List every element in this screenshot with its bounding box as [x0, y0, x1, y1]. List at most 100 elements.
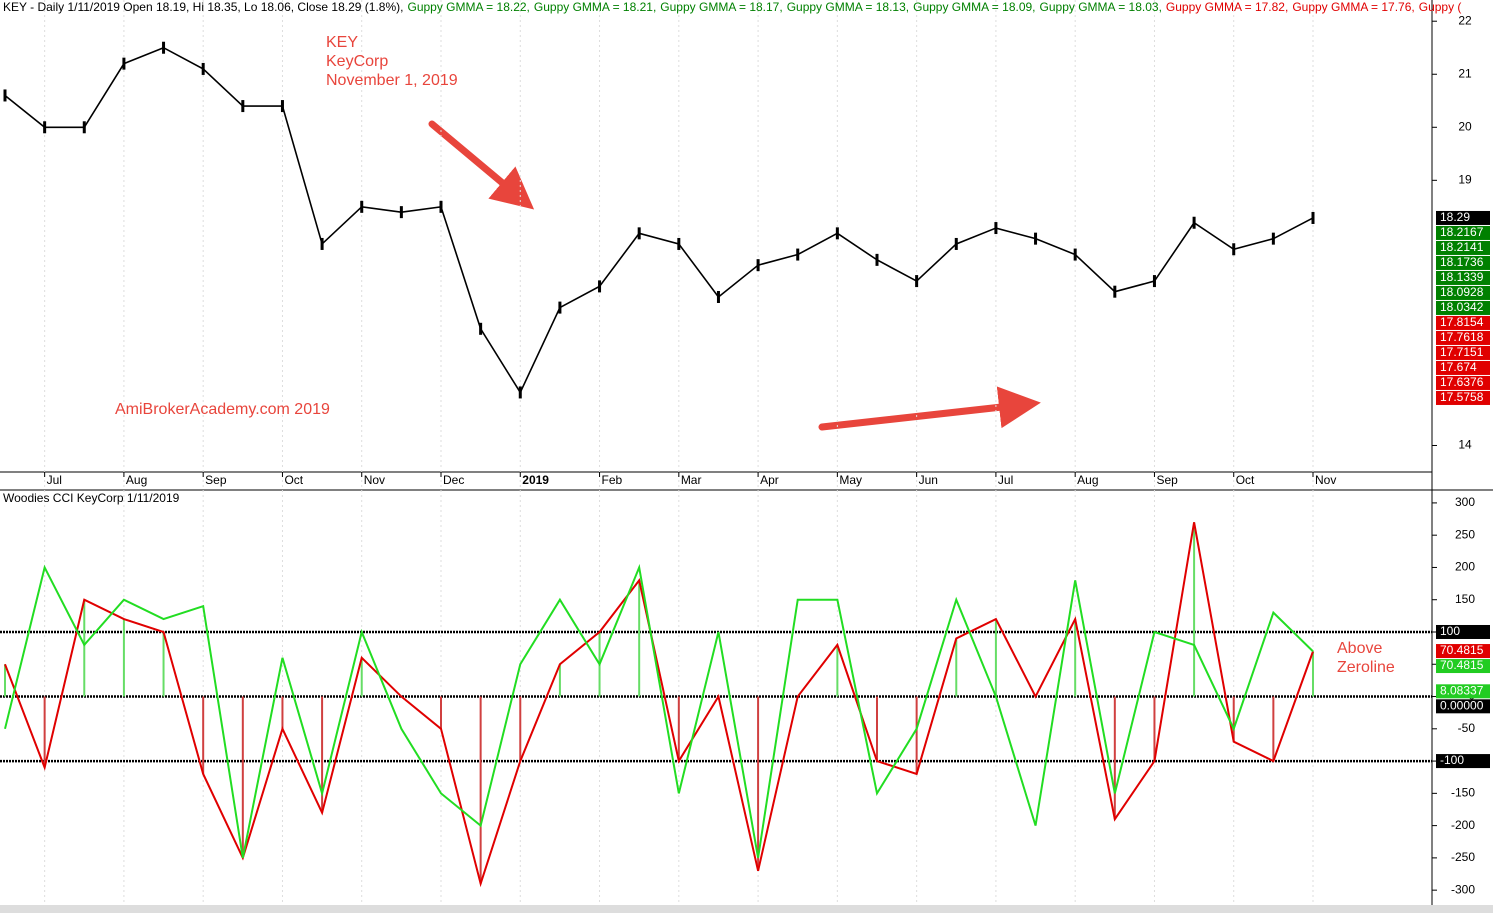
price-tag-label: 17.5758: [1440, 390, 1484, 404]
y-tick-label: 150: [1455, 592, 1475, 606]
x-tick-label: Jun: [919, 473, 938, 487]
header-item: Guppy GMMA = 18.13,: [787, 0, 909, 14]
value-tag: [1436, 624, 1490, 639]
header-title: KEY - Daily 1/11/2019 Open 18.19, Hi 18.…: [3, 0, 403, 14]
cci-histogram: [202, 696, 205, 774]
value-tag: [1436, 684, 1490, 699]
price-bar: [1311, 211, 1315, 224]
price-tag-label: 18.1339: [1440, 270, 1484, 284]
value-tag-label: -100: [1440, 753, 1464, 767]
value-tag: [1436, 754, 1490, 769]
value-tag: [1436, 659, 1490, 674]
cci-histogram: [321, 696, 324, 813]
x-tick-label: Feb: [602, 473, 623, 487]
price-tag: [1436, 300, 1490, 315]
price-bar: [598, 280, 602, 293]
value-tag-label: 100: [1440, 624, 1460, 638]
x-tick-label: Dec: [443, 473, 464, 487]
header-item: Guppy GMMA = 17.76,: [1292, 0, 1414, 14]
price-tag-label: 18.29: [1440, 210, 1470, 224]
cci-histogram: [440, 696, 442, 729]
price-bar: [716, 290, 720, 303]
price-tag-label: 17.8154: [1440, 315, 1484, 329]
cci-line: [4, 563, 1314, 859]
y-tick-label: 250: [1455, 527, 1475, 541]
price-bar: [1271, 232, 1275, 245]
cci-histogram: [519, 696, 522, 762]
annotation: November 1, 2019: [326, 72, 458, 89]
price-tag: [1436, 255, 1490, 270]
price-tag: [1436, 330, 1490, 345]
cci-histogram: [360, 657, 363, 697]
price-bar: [201, 62, 205, 75]
cci-histogram: [4, 664, 6, 697]
price-tag: [1436, 360, 1490, 375]
y-tick-label: 300: [1455, 495, 1475, 509]
annotation: AmiBrokerAcademy.com 2019: [115, 401, 330, 418]
arrow: [818, 386, 1041, 431]
price-tag: [1436, 210, 1490, 225]
price-bar: [1113, 285, 1117, 298]
price-bar: [320, 237, 324, 250]
price-tag-label: 18.1736: [1440, 255, 1484, 269]
price-tag-label: 17.6376: [1440, 375, 1484, 389]
price-bar: [1152, 275, 1156, 288]
price-bar: [994, 222, 998, 235]
price-bar: [954, 237, 958, 250]
x-tick-label: Sep: [1156, 473, 1178, 487]
price-bar: [558, 301, 562, 314]
price-bar: [3, 89, 7, 102]
cci-histogram: [1074, 619, 1077, 697]
y-tick-label: 21: [1458, 66, 1472, 80]
sheet-tabs: [0, 905, 1493, 913]
cci-histogram: [915, 696, 918, 774]
price-bar: [1073, 248, 1077, 261]
price-tag: [1436, 375, 1490, 390]
header-item: Guppy GMMA = 18.09,: [913, 0, 1035, 14]
price-bar: [479, 322, 483, 335]
header-item: Guppy GMMA = 18.17,: [660, 0, 782, 14]
price-tag-label: 17.7151: [1440, 345, 1484, 359]
annotation: KeyCorp: [326, 53, 388, 70]
price-tag: [1436, 240, 1490, 255]
price-bar: [439, 200, 443, 213]
y-tick-label: -200: [1451, 818, 1475, 832]
cci-histogram: [122, 619, 125, 697]
x-tick-label: Jul: [47, 473, 62, 487]
price-bar: [915, 275, 919, 288]
header-item: Guppy GMMA = 18.03,: [1040, 0, 1162, 14]
header-item: Guppy GMMA = 18.22,: [407, 0, 529, 14]
x-tick-label: Nov: [364, 473, 385, 487]
cci-title: Woodies CCI KeyCorp 1/11/2019: [3, 491, 180, 505]
y-tick-label: -300: [1451, 882, 1475, 896]
price-bar: [637, 227, 641, 240]
value-tag: [1436, 699, 1490, 714]
price-bar: [796, 248, 800, 261]
price-bar: [43, 121, 47, 134]
value-tag-label: 8.08337: [1440, 683, 1484, 697]
price-tag: [1436, 390, 1490, 405]
y-tick-label: 22: [1458, 13, 1472, 27]
price-bar: [875, 253, 879, 266]
price-bar: [677, 237, 681, 250]
cci-histogram: [638, 580, 641, 697]
price-tag-label: 17.674: [1440, 360, 1477, 374]
cci-histogram: [836, 644, 839, 697]
cci-histogram: [83, 599, 86, 697]
cci-histogram: [281, 696, 284, 729]
x-tick-label: Oct: [284, 473, 303, 487]
y-tick-label: -150: [1451, 786, 1475, 800]
x-tick-label: Oct: [1236, 473, 1255, 487]
price-tag: [1436, 225, 1490, 240]
cci-histogram: [241, 696, 244, 858]
annotation: Above: [1337, 640, 1382, 657]
y-tick-label: 14: [1458, 438, 1472, 452]
x-tick-label: Apr: [760, 473, 779, 487]
price-bar: [1034, 232, 1038, 245]
x-tick-label: Jul: [998, 473, 1013, 487]
cci-histogram: [994, 619, 997, 697]
cci-histogram: [1153, 696, 1156, 762]
cci-histogram: [479, 696, 482, 884]
